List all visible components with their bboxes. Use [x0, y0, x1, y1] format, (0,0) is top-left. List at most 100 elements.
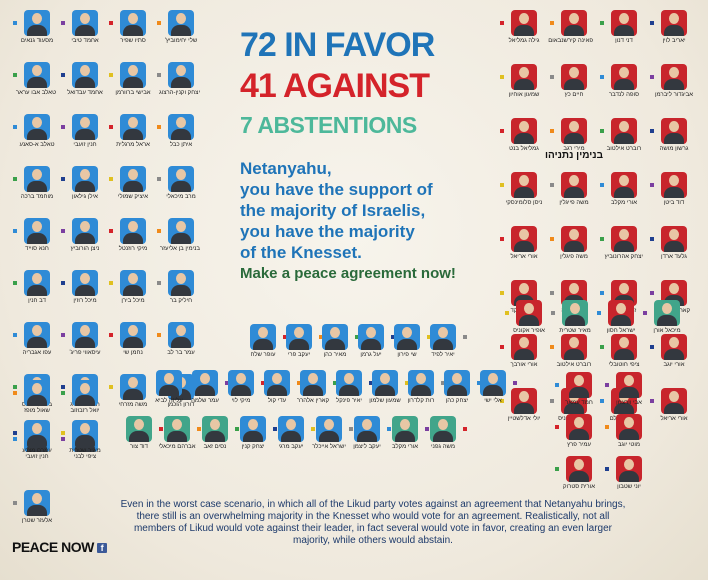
member-name: רות קלדרון: [407, 398, 435, 404]
member-name: חיים כץ: [564, 92, 584, 98]
member-name: שאול מופז: [24, 408, 50, 414]
member-name: עפו אגבריה: [22, 350, 52, 356]
knesset-member: אורי אריאל: [500, 226, 543, 261]
member-name: יצחק אהרונוביץ: [604, 254, 643, 260]
knesset-member: יולי אדלשטיין: [500, 388, 543, 423]
party-color-dot: [600, 291, 604, 295]
party-color-dot: [13, 391, 17, 395]
member-name: יואל רזבוזוב: [70, 408, 100, 414]
knesset-member: חמד עמאר: [555, 372, 598, 407]
party-color-dot: [157, 125, 161, 129]
headline-in-favor: 72 IN FAVOR: [240, 26, 435, 64]
knesset-member: אורי אריאל: [650, 388, 693, 423]
member-name: אורית סטרוק: [563, 484, 595, 490]
member-portrait: [24, 114, 50, 140]
party-color-dot: [500, 21, 504, 25]
member-name: שי פירון: [397, 352, 417, 358]
member-portrait: [72, 420, 98, 446]
headline-abstentions: 7 ABSTENTIONS: [240, 112, 417, 138]
party-color-dot: [109, 177, 113, 181]
knesset-member: ישראל חסון: [597, 300, 640, 335]
member-portrait: [24, 218, 50, 244]
knesset-member: פאינה קירשנבאום: [548, 10, 593, 45]
party-color-dot: [61, 229, 65, 233]
facebook-icon[interactable]: f: [96, 543, 107, 553]
knesset-member: טאלב אבו עראר: [13, 62, 56, 97]
member-portrait: [561, 118, 587, 144]
knesset-member: מוחמד ברכה: [13, 166, 56, 201]
member-portrait: [408, 370, 434, 396]
knesset-member: גמליאל בנט: [500, 118, 543, 153]
member-name: חנין זועבי: [25, 454, 49, 460]
peace-now-logo[interactable]: PEACE NOW f: [12, 539, 107, 555]
party-color-dot: [505, 311, 509, 315]
knesset-member: רוברט אילטוב: [600, 118, 643, 153]
knesset-member: משה מזרחי: [109, 374, 152, 409]
member-name: משה מזרחי: [118, 402, 148, 408]
knesset-member: ניסן סלומינסקי: [500, 172, 543, 207]
member-name: ניסן סלומינסקי: [505, 200, 543, 206]
knesset-member: מאיר כהן: [316, 324, 359, 359]
knesset-member: משה פיגלין: [550, 226, 593, 261]
party-color-dot: [261, 381, 265, 385]
party-color-dot: [551, 311, 555, 315]
member-portrait: [372, 370, 398, 396]
member-name: ישראל אייכלר: [312, 444, 346, 450]
member-portrait: [228, 370, 254, 396]
member-portrait: [24, 10, 50, 36]
member-name: טאלב אבו עראר: [15, 90, 56, 96]
party-color-dot: [513, 381, 517, 385]
member-name: יעל גרמן: [360, 352, 382, 358]
knesset-member: מרב מיכאלי: [157, 166, 200, 201]
member-name: עמר שלמה: [191, 398, 219, 404]
party-color-dot: [500, 75, 504, 79]
member-portrait: [611, 226, 637, 252]
knesset-member: שי פירון: [388, 324, 431, 359]
message-line-4: you have the majority: [240, 222, 415, 241]
party-color-dot: [61, 385, 65, 389]
member-name: אורי אריאל: [660, 416, 688, 422]
knesset-member: יצחק קנין: [234, 416, 277, 451]
member-portrait: [202, 416, 228, 442]
member-portrait: [511, 388, 537, 414]
member-portrait: [316, 416, 342, 442]
member-portrait: [72, 62, 98, 88]
knesset-member: שאול מופז: [13, 380, 56, 415]
knesset-member: מוטי יוגב: [605, 414, 648, 449]
member-name: חיליק בר: [169, 298, 193, 304]
member-name: ציפי חוטובלי: [608, 362, 640, 368]
party-color-dot: [650, 21, 654, 25]
party-color-dot: [605, 467, 609, 471]
knesset-member: שמעון אוחיון: [500, 64, 543, 99]
member-portrait: [168, 62, 194, 88]
party-color-dot: [463, 335, 467, 339]
member-name: רוברט אילטוב: [556, 362, 592, 368]
member-name: מיכאל אורן: [653, 328, 681, 334]
member-portrait: [511, 118, 537, 144]
party-color-dot: [109, 73, 113, 77]
member-name: איתן כבל: [169, 142, 193, 148]
member-portrait: [444, 370, 470, 396]
party-color-dot: [319, 335, 323, 339]
party-color-dot: [597, 311, 601, 315]
knesset-member: איציק שמולי: [109, 166, 152, 201]
member-name: גלעד ארדן: [661, 254, 687, 260]
party-color-dot: [225, 381, 229, 385]
knesset-member: מירי רגב: [550, 118, 593, 153]
knesset-member: דוד צור: [120, 416, 163, 451]
knesset-member: ישראל אייכלר: [310, 416, 353, 451]
party-color-dot: [61, 431, 65, 435]
member-name: אורי מקלב: [391, 444, 418, 450]
party-color-dot: [477, 381, 481, 385]
call-to-action: Make a peace agreement now!: [240, 265, 456, 282]
member-name: דוד ביטן: [663, 200, 685, 206]
member-name: אורי מקלב: [610, 200, 637, 206]
member-name: אופיר אקוניס: [513, 328, 545, 334]
knesset-member: שמעון שלמון: [366, 370, 409, 405]
member-portrait: [24, 62, 50, 88]
member-portrait: [392, 416, 418, 442]
member-name: עליזה לביא: [155, 398, 183, 404]
member-name: מיקי רוזנטל: [118, 246, 148, 252]
member-name: עופר שלח: [250, 352, 276, 358]
member-portrait: [661, 226, 687, 252]
